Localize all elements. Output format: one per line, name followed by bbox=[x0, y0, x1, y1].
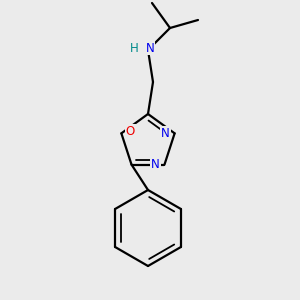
Text: N: N bbox=[151, 158, 160, 171]
Text: O: O bbox=[126, 125, 135, 138]
Text: N: N bbox=[146, 41, 154, 55]
Text: H: H bbox=[130, 41, 138, 55]
Text: N: N bbox=[161, 127, 170, 140]
